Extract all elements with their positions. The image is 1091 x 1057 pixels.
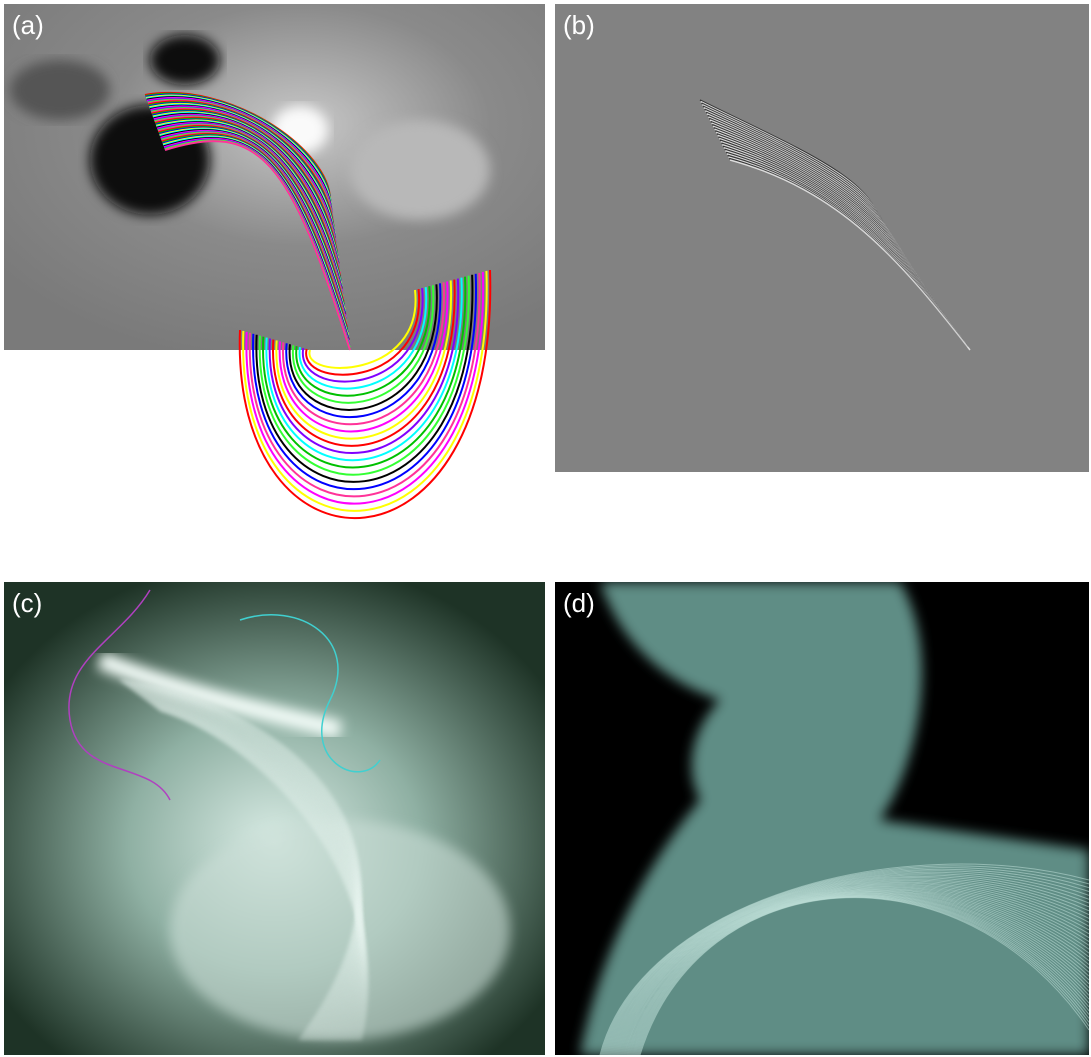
field-line bbox=[604, 871, 1089, 1055]
field-line bbox=[258, 275, 470, 476]
field-line bbox=[285, 283, 442, 419]
panel-a: (a) bbox=[4, 4, 545, 520]
field-line bbox=[295, 286, 431, 397]
euv-features bbox=[68, 589, 510, 1041]
magnetogram-features bbox=[10, 35, 492, 520]
difference-image bbox=[555, 4, 1089, 472]
field-line bbox=[272, 279, 456, 447]
field-line bbox=[605, 873, 1089, 1055]
field-line bbox=[301, 288, 424, 383]
field-line bbox=[68, 589, 171, 801]
field-line bbox=[602, 868, 1089, 1055]
field-line bbox=[164, 140, 351, 351]
field-line bbox=[255, 274, 474, 483]
field-line bbox=[242, 270, 488, 512]
field-line bbox=[159, 708, 369, 1041]
field-line bbox=[288, 284, 438, 411]
field-line bbox=[248, 272, 481, 498]
panel-c: (c) bbox=[4, 582, 545, 1055]
loop-streaks bbox=[699, 99, 971, 351]
field-line bbox=[265, 277, 463, 462]
field-line bbox=[603, 870, 1089, 1055]
field-line bbox=[278, 281, 449, 433]
field-line bbox=[606, 874, 1089, 1055]
field-line bbox=[252, 273, 477, 491]
model-features bbox=[580, 582, 1089, 1055]
field-line bbox=[600, 865, 1089, 1055]
field-line bbox=[298, 287, 428, 390]
panel-b: (b) bbox=[555, 4, 1089, 472]
field-line bbox=[308, 289, 417, 369]
panel-label: (b) bbox=[563, 10, 595, 40]
panel-label: (c) bbox=[12, 588, 42, 618]
field-line bbox=[238, 269, 492, 520]
field-line bbox=[639, 897, 1089, 1055]
field-line bbox=[601, 867, 1089, 1055]
field-line bbox=[275, 280, 452, 440]
field-line bbox=[268, 278, 460, 454]
field-line bbox=[305, 288, 420, 376]
panel-label: (d) bbox=[563, 588, 595, 618]
field-line bbox=[282, 282, 445, 426]
field-line bbox=[729, 159, 971, 351]
panel-d: (d) bbox=[555, 582, 1089, 1055]
field-line bbox=[608, 877, 1089, 1055]
field-line bbox=[245, 271, 484, 505]
panel-label: (a) bbox=[12, 10, 44, 40]
field-line bbox=[262, 276, 467, 469]
field-line bbox=[239, 614, 381, 773]
field-line bbox=[607, 875, 1089, 1055]
field-line bbox=[292, 285, 435, 404]
